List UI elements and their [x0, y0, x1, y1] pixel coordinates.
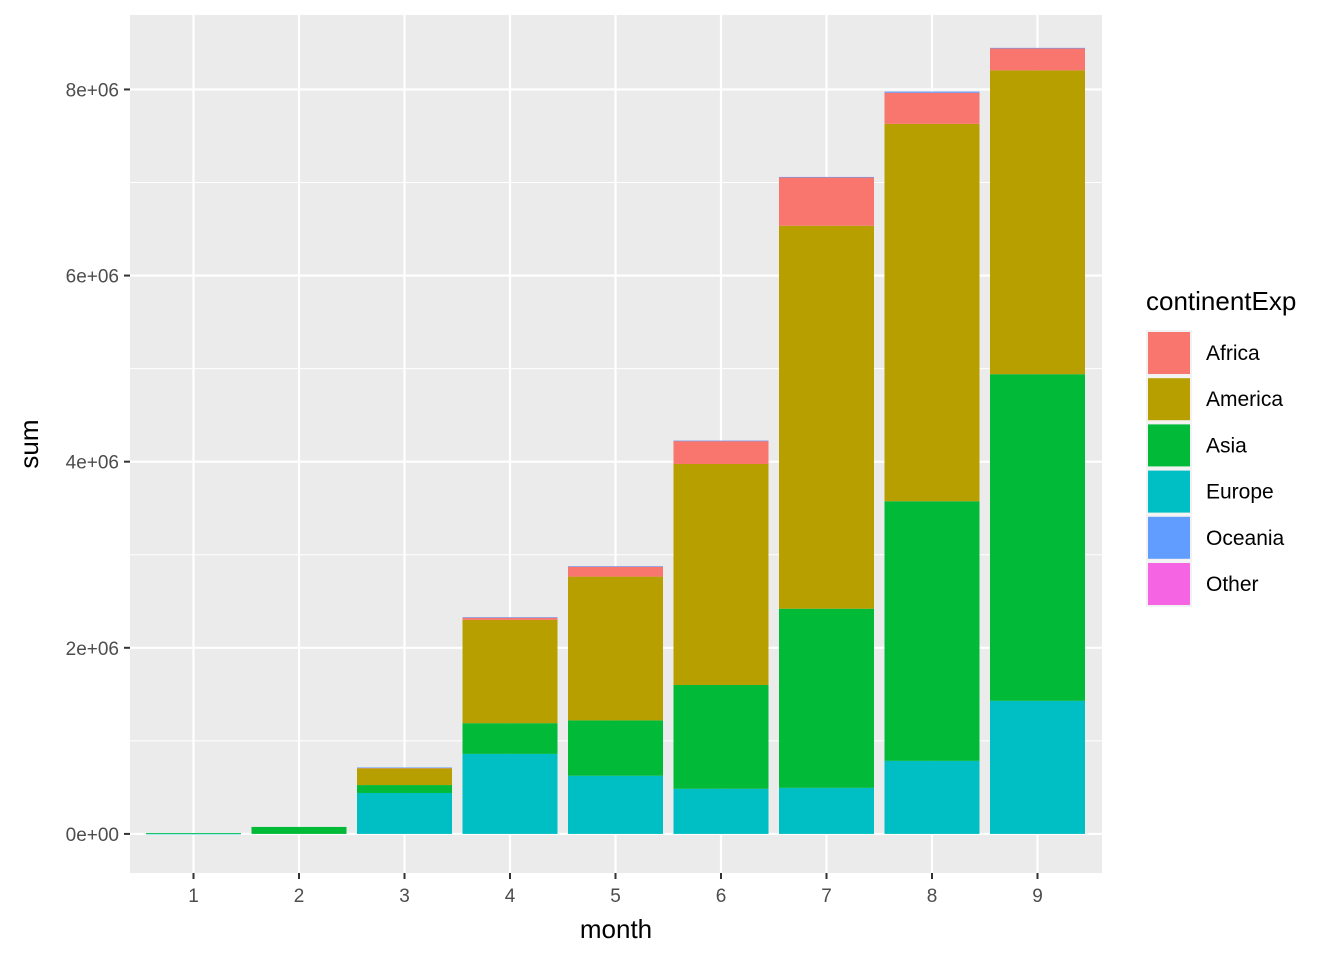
- bar-segment-europe-month-5: [568, 775, 663, 834]
- bar-segment-asia-month-2: [251, 826, 347, 834]
- x-tick-label: 7: [821, 886, 832, 907]
- bar-segment-asia-month-6: [673, 685, 769, 789]
- legend-label-europe: Europe: [1206, 481, 1274, 504]
- bar-segment-africa-month-9: [990, 48, 1085, 71]
- y-tick-label: 8e+06: [66, 80, 119, 101]
- bar-segment-america-month-7: [779, 225, 874, 609]
- bar-segment-africa-month-4: [462, 617, 558, 620]
- legend-key-africa: [1148, 332, 1190, 374]
- legend-key-asia: [1148, 424, 1190, 467]
- bar-segment-asia-month-4: [462, 723, 558, 754]
- bar-segment-europe-month-1: [146, 833, 241, 835]
- bar-segment-america-month-4: [462, 619, 558, 724]
- x-tick-label: 3: [399, 886, 410, 907]
- legend-key-europe: [1148, 470, 1190, 513]
- y-axis-title: sum: [14, 419, 44, 468]
- y-tick-label: 0e+00: [66, 825, 119, 846]
- legend-key-other: [1148, 563, 1190, 605]
- y-tick-label: 2e+06: [66, 639, 119, 660]
- legend-key-america: [1148, 378, 1190, 421]
- bar-segment-asia-month-8: [884, 501, 980, 761]
- bar-segment-asia-month-1: [146, 832, 241, 834]
- legend-label-oceania: Oceania: [1206, 527, 1285, 550]
- bar-segment-oceania-month-4: [462, 617, 558, 618]
- legend-label-africa: Africa: [1206, 342, 1260, 365]
- bar-segment-america-month-9: [990, 70, 1085, 375]
- bar-segment-oceania-month-7: [779, 176, 874, 178]
- bar-segment-africa-month-8: [884, 92, 980, 124]
- x-tick-label: 5: [610, 886, 621, 907]
- legend-label-asia: Asia: [1206, 434, 1247, 457]
- bar-segment-america-month-8: [884, 123, 980, 502]
- bar-segment-europe-month-8: [884, 760, 980, 834]
- bar-segment-asia-month-5: [568, 720, 663, 776]
- x-tick-label: 1: [188, 886, 199, 907]
- bar-segment-africa-month-7: [779, 177, 874, 226]
- x-tick-label: 8: [927, 886, 938, 907]
- x-axis-title: month: [580, 914, 652, 944]
- x-axis: 1 2 3 4 5 6 7 8 9: [188, 873, 1043, 907]
- bar-segment-europe-month-4: [462, 753, 558, 834]
- bar-segment-oceania-month-6: [673, 440, 769, 442]
- bar-segment-europe-month-9: [990, 700, 1085, 834]
- bar-segment-oceania-month-3: [357, 767, 452, 769]
- legend: continentExp Africa America Asia Europe Ocea…: [1146, 286, 1296, 607]
- bar-segment-europe-month-7: [779, 787, 874, 834]
- x-tick-label: 6: [716, 886, 727, 907]
- bar-segment-europe-month-3: [357, 792, 452, 834]
- legend-label-other: Other: [1206, 573, 1259, 596]
- bar-segment-america-month-5: [568, 576, 663, 721]
- bar-segment-europe-month-6: [673, 788, 769, 834]
- bar-segment-africa-month-5: [568, 566, 663, 577]
- bar-segment-asia-month-3: [357, 785, 452, 793]
- y-axis: 0e+00 2e+06 4e+06 6e+06 8e+06: [66, 80, 130, 846]
- bar-segment-america-month-6: [673, 464, 769, 686]
- x-tick-label: 4: [505, 886, 516, 907]
- y-tick-label: 6e+06: [66, 267, 119, 288]
- legend-label-america: America: [1206, 388, 1283, 411]
- bar-segment-oceania-month-9: [990, 47, 1085, 49]
- bar-segment-africa-month-6: [673, 440, 769, 465]
- legend-key-oceania: [1148, 516, 1190, 559]
- bar-segment-america-month-3: [357, 768, 452, 786]
- bar-segment-oceania-month-8: [884, 91, 980, 93]
- x-tick-label: 2: [294, 886, 305, 907]
- bar-segment-oceania-month-5: [568, 566, 663, 567]
- bar-segment-asia-month-7: [779, 608, 874, 788]
- legend-title: continentExp: [1146, 286, 1296, 316]
- bar-segment-asia-month-9: [990, 374, 1085, 701]
- x-tick-label: 9: [1032, 886, 1043, 907]
- bars: [146, 47, 1085, 835]
- y-tick-label: 4e+06: [66, 453, 119, 474]
